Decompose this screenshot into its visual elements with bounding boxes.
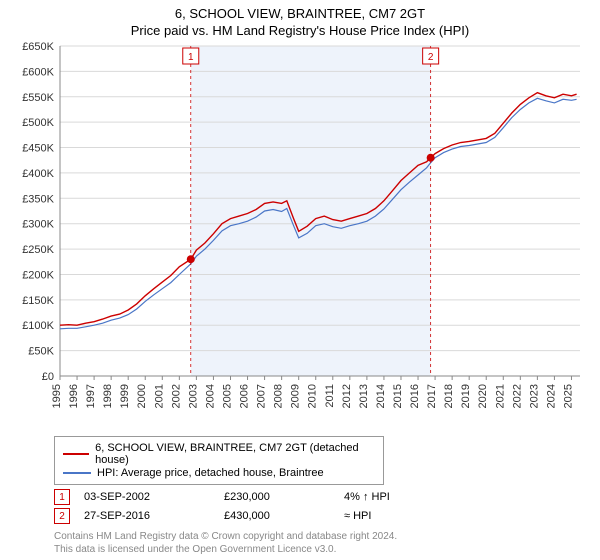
svg-text:1998: 1998 — [102, 384, 114, 408]
svg-text:2019: 2019 — [460, 384, 472, 408]
svg-text:2013: 2013 — [358, 384, 370, 408]
svg-text:2009: 2009 — [290, 384, 302, 408]
legend-label-hpi: HPI: Average price, detached house, Brai… — [97, 467, 324, 479]
svg-text:2004: 2004 — [204, 384, 216, 408]
svg-text:£0: £0 — [42, 371, 54, 383]
svg-text:£100K: £100K — [22, 320, 54, 332]
svg-text:£50K: £50K — [28, 346, 54, 358]
svg-text:£450K: £450K — [22, 143, 54, 155]
svg-text:£200K: £200K — [22, 269, 54, 281]
svg-text:£550K: £550K — [22, 92, 54, 104]
svg-text:2017: 2017 — [426, 384, 438, 408]
note-marker-2-icon: 2 — [54, 508, 70, 524]
svg-text:£250K: £250K — [22, 244, 54, 256]
chart-svg: £0 £50K £100K £150K £200K £250K £300K £350K £400… — [10, 38, 590, 430]
legend-item-hpi: HPI: Average price, detached house, Brai… — [63, 467, 375, 479]
svg-text:1996: 1996 — [68, 384, 80, 408]
price-chart: £0 £50K £100K £150K £200K £250K £300K £350K £400… — [10, 38, 590, 430]
svg-text:2025: 2025 — [562, 384, 574, 408]
svg-text:2000: 2000 — [136, 384, 148, 408]
legend-label-property: 6, SCHOOL VIEW, BRAINTREE, CM7 2GT (deta… — [95, 442, 375, 466]
note-hpi-1: 4% ↑ HPI — [344, 491, 444, 503]
svg-text:2016: 2016 — [409, 384, 421, 408]
svg-text:2024: 2024 — [545, 384, 557, 408]
svg-text:2007: 2007 — [256, 384, 268, 408]
legend-swatch-property — [63, 453, 89, 455]
svg-text:2012: 2012 — [341, 384, 353, 408]
sale-notes: 1 03-SEP-2002 £230,000 4% ↑ HPI 2 27-SEP… — [54, 489, 582, 524]
svg-text:2015: 2015 — [392, 384, 404, 408]
note-price-2: £430,000 — [224, 510, 344, 522]
svg-text:£150K: £150K — [22, 295, 54, 307]
svg-text:1999: 1999 — [119, 384, 131, 408]
svg-text:2003: 2003 — [187, 384, 199, 408]
svg-text:2002: 2002 — [170, 384, 182, 408]
legend-item-property: 6, SCHOOL VIEW, BRAINTREE, CM7 2GT (deta… — [63, 442, 375, 466]
svg-text:2008: 2008 — [273, 384, 285, 408]
footer-line-1: Contains HM Land Registry data © Crown c… — [54, 530, 582, 543]
note-price-1: £230,000 — [224, 491, 344, 503]
legend-swatch-hpi — [63, 472, 91, 474]
svg-text:2011: 2011 — [324, 384, 336, 408]
legend: 6, SCHOOL VIEW, BRAINTREE, CM7 2GT (deta… — [54, 436, 384, 485]
svg-text:£500K: £500K — [22, 117, 54, 129]
note-row-1: 1 03-SEP-2002 £230,000 4% ↑ HPI — [54, 489, 582, 505]
note-hpi-2: ≈ HPI — [344, 510, 444, 522]
svg-text:2001: 2001 — [153, 384, 165, 408]
note-marker-1-icon: 1 — [54, 489, 70, 505]
svg-text:£600K: £600K — [22, 66, 54, 78]
svg-text:2023: 2023 — [528, 384, 540, 408]
svg-text:2018: 2018 — [443, 384, 455, 408]
svg-text:2014: 2014 — [375, 384, 387, 408]
svg-text:1: 1 — [188, 52, 194, 63]
svg-text:£350K: £350K — [22, 193, 54, 205]
svg-text:1995: 1995 — [51, 384, 63, 408]
svg-text:2022: 2022 — [511, 384, 523, 408]
note-row-2: 2 27-SEP-2016 £430,000 ≈ HPI — [54, 508, 582, 524]
note-date-1: 03-SEP-2002 — [84, 491, 224, 503]
svg-text:2006: 2006 — [239, 384, 251, 408]
svg-text:£650K: £650K — [22, 41, 54, 53]
svg-text:2021: 2021 — [494, 384, 506, 408]
svg-text:1997: 1997 — [85, 384, 97, 408]
footer: Contains HM Land Registry data © Crown c… — [54, 530, 582, 556]
svg-text:2005: 2005 — [221, 384, 233, 408]
svg-text:£400K: £400K — [22, 168, 54, 180]
note-date-2: 27-SEP-2016 — [84, 510, 224, 522]
svg-text:2010: 2010 — [307, 384, 319, 408]
page-subtitle: Price paid vs. HM Land Registry's House … — [10, 23, 590, 38]
svg-text:2020: 2020 — [477, 384, 489, 408]
page-title: 6, SCHOOL VIEW, BRAINTREE, CM7 2GT — [10, 6, 590, 21]
footer-line-2: This data is licensed under the Open Gov… — [54, 543, 582, 556]
svg-text:2: 2 — [428, 52, 434, 63]
svg-text:£300K: £300K — [22, 219, 54, 231]
